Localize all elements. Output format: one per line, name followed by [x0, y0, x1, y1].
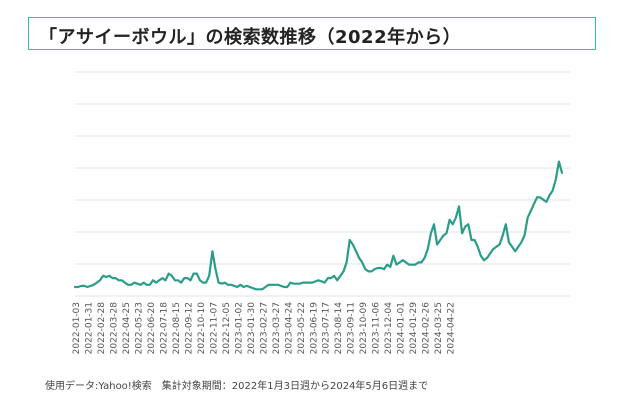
- x-tick-label: 2023-05-22: [297, 302, 307, 354]
- x-tick-label: 2022-03-28: [109, 302, 119, 355]
- x-tick-label: 2022-05-23: [134, 302, 144, 354]
- data-source-note: 使用データ:Yahoo!検索 集計対象期間：2022年1月3日週から2024年5…: [45, 381, 429, 392]
- x-tick-label: 2022-11-07: [209, 302, 219, 354]
- x-tick-label: 2022-06-20: [147, 302, 157, 355]
- search-volume-line: [73, 160, 564, 291]
- x-tick-label: 2022-12-05: [222, 302, 232, 354]
- x-tick-label: 2023-01-30: [247, 302, 257, 355]
- x-tick-label: 2023-11-06: [372, 302, 382, 355]
- x-tick-label: 2023-01-02: [234, 302, 244, 354]
- x-tick-label: 2022-10-10: [197, 302, 207, 355]
- x-tick-label: 2023-06-19: [309, 302, 319, 355]
- x-tick-labels: 2022-01-03 2022-01-31 2022-02-28 2022-03-28…: [72, 302, 457, 355]
- x-tick-label: 2022-01-03: [72, 302, 82, 354]
- x-tick-label: 2023-02-27: [259, 302, 269, 354]
- x-tick-label: 2022-08-15: [172, 302, 182, 354]
- x-tick-label: 2022-02-28: [97, 302, 107, 355]
- chart-title: 「アサイーボウル」の検索数推移（2022年から）: [39, 27, 462, 48]
- x-tick-label: 2022-04-25: [122, 302, 132, 354]
- x-tick-label: 2023-08-14: [334, 302, 344, 355]
- x-tick-label: 2024-03-25: [434, 302, 444, 354]
- x-tick-label: 2022-01-31: [84, 302, 94, 354]
- x-tick-label: 2023-09-11: [347, 302, 357, 354]
- x-tick-label: 2023-07-17: [322, 302, 332, 354]
- x-tick-label: 2024-04-22: [447, 302, 457, 354]
- x-tick-label: 2023-04-24: [284, 302, 294, 355]
- x-tick-label: 2023-03-27: [272, 302, 282, 354]
- x-tick-label: 2022-07-18: [159, 302, 169, 355]
- grid-lines: [75, 71, 570, 297]
- x-tick-label: 2023-12-04: [384, 302, 394, 355]
- x-tick-label: 2024-01-01: [397, 302, 407, 354]
- x-tick-label: 2024-01-29: [409, 302, 419, 355]
- x-tick-label: 2023-10-09: [359, 302, 369, 355]
- x-tick-label: 2022-09-12: [184, 302, 194, 354]
- x-tick-label: 2024-02-26: [422, 302, 432, 355]
- series-line-layer: [73, 160, 564, 291]
- title-box: 「アサイーボウル」の検索数推移（2022年から）: [28, 17, 596, 50]
